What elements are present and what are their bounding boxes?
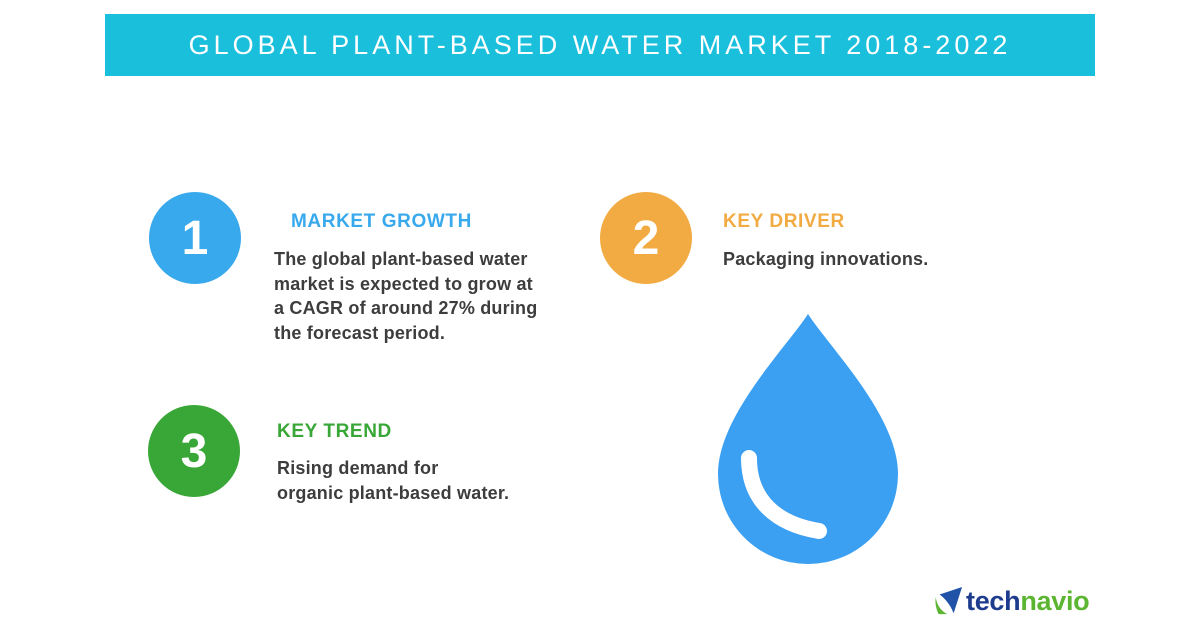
step-3-badge: 3 [148, 405, 240, 497]
brand-part-navio: navio [1020, 585, 1090, 616]
step-3-number: 3 [180, 424, 208, 478]
step-2-badge: 2 [600, 192, 692, 284]
water-drop-icon [718, 314, 898, 564]
key-trend-heading: KEY TREND [277, 421, 392, 442]
market-growth-heading: MARKET GROWTH [291, 211, 472, 232]
step-2-number: 2 [632, 211, 660, 265]
brand-part-tech: tech [966, 585, 1021, 616]
market-growth-text: The global plant-based water market is e… [274, 249, 538, 343]
key-driver-heading: KEY DRIVER [723, 211, 845, 232]
technavio-arrow-green [935, 597, 948, 615]
title-banner: GLOBAL PLANT-BASED WATER MARKET 2018-202… [105, 14, 1095, 76]
technavio-arrow-icon [935, 586, 963, 615]
step-1-number: 1 [181, 211, 209, 265]
step-1-badge: 1 [149, 192, 241, 284]
page-title: GLOBAL PLANT-BASED WATER MARKET 2018-202… [188, 29, 1012, 60]
key-driver-text: Packaging innovations. [723, 249, 929, 269]
technavio-logo: technavio [933, 585, 1090, 617]
key-trend-text: Rising demand for organic plant-based wa… [277, 458, 510, 503]
water-drop-highlight [741, 450, 827, 539]
technavio-arrow-blue [939, 586, 963, 614]
